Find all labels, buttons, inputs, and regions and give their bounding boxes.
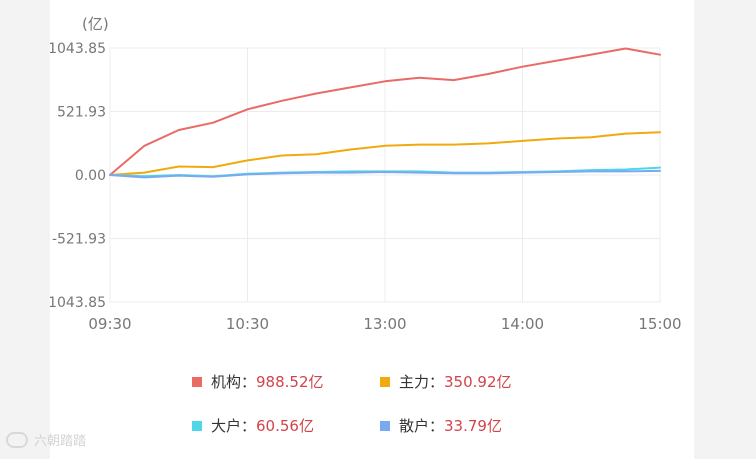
legend-swatch-zhuli xyxy=(380,376,390,387)
y-tick-label: 1043.85 xyxy=(50,41,106,57)
legend-swatch-jigou xyxy=(192,376,202,387)
watermark: 六朝踏踏 xyxy=(6,430,86,449)
series-line-0 xyxy=(109,47,661,176)
y-tick-label: -521.93 xyxy=(52,232,106,248)
legend-label-sanhu: 散户： xyxy=(399,417,445,435)
legend-item-jigou: 机构： 988.52亿 xyxy=(192,371,324,392)
legend-item-sanhu: 散户： 33.79亿 xyxy=(380,415,502,436)
x-tick-label: 10:30 xyxy=(226,315,269,333)
y-tick-label: 0.00 xyxy=(75,168,106,184)
watermark-text: 六朝踏踏 xyxy=(34,434,87,449)
legend-item-zhuli: 主力： 350.92亿 xyxy=(380,371,512,392)
series-line-1 xyxy=(109,131,661,176)
x-tick-label: 09:30 xyxy=(88,315,131,333)
y-axis-unit-label: (亿) xyxy=(82,15,109,33)
x-tick-label: 14:00 xyxy=(501,315,544,333)
legend-value-sanhu: 33.79亿 xyxy=(444,417,502,435)
legend-label-dahu: 大户： xyxy=(211,417,257,435)
legend-label-zhuli: 主力： xyxy=(399,373,445,391)
x-tick-label: 13:00 xyxy=(363,315,406,333)
legend-item-dahu: 大户： 60.56亿 xyxy=(192,415,314,436)
watermark-logo-icon xyxy=(6,431,28,448)
legend-value-jigou: 988.52亿 xyxy=(256,373,324,391)
legend-value-dahu: 60.56亿 xyxy=(256,417,314,435)
legend-swatch-dahu xyxy=(192,420,202,431)
chart-card: 1043.85 521.93 0.00 -521.93 -1043.85 09:30 10:… xyxy=(50,0,694,459)
series-line-3 xyxy=(109,169,661,179)
legend-swatch-sanhu xyxy=(380,420,390,431)
legend-label-jigou: 机构： xyxy=(211,373,257,391)
y-tick-label: 521.93 xyxy=(57,104,106,120)
legend-value-zhuli: 350.92亿 xyxy=(444,373,512,391)
line-chart: 1043.85 521.93 0.00 -521.93 -1043.85 09:30 10:… xyxy=(50,15,682,333)
x-tick-label: 15:00 xyxy=(638,315,681,333)
y-tick-label: -1043.85 xyxy=(50,295,106,311)
